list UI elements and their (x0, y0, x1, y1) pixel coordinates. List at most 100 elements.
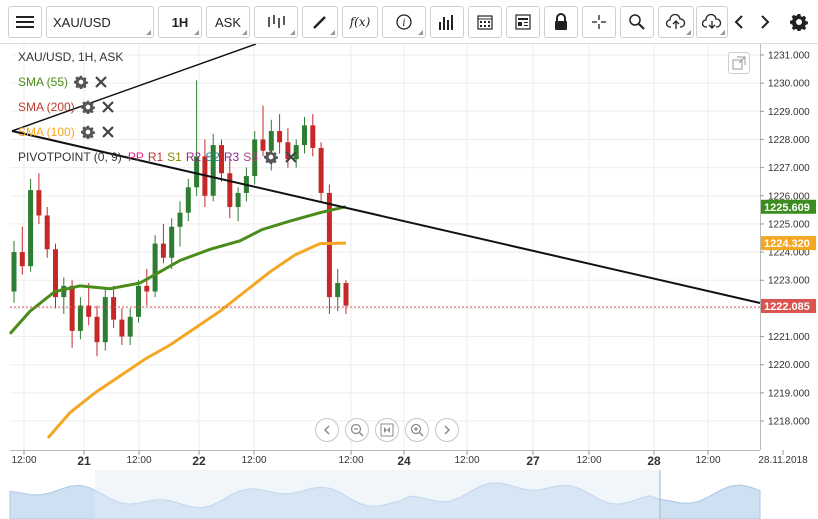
candle (86, 283, 92, 326)
scroll-forward-button[interactable] (435, 418, 459, 442)
price-tag-label: 1225.609 (764, 202, 810, 214)
sma-200-settings-icon[interactable] (80, 100, 95, 114)
download-icon (702, 14, 722, 29)
menu-icon (16, 16, 34, 28)
reset-zoom-button[interactable] (375, 418, 399, 442)
interval-selector[interactable]: 1H (158, 6, 202, 38)
volume-button[interactable] (430, 6, 464, 38)
time-axis: 12:00 21 12:00 22 12:00 12:00 24 12:00 27 12:00 28… (11, 450, 808, 468)
settings-button[interactable] (786, 6, 812, 38)
sma-100-label: SMA (100) (18, 125, 75, 139)
sma-200-close-icon[interactable] (101, 100, 115, 114)
scroll-back-button[interactable] (315, 418, 339, 442)
pivot-levels: PP R1 S1 R2 S2 R3 S3 (128, 150, 258, 164)
draw-tool-button[interactable] (302, 6, 338, 38)
candle (28, 178, 34, 272)
time-tick-label: 28.11.2018 (758, 455, 808, 466)
upload-button[interactable] (658, 6, 694, 38)
price-tag: 1225.609 (761, 199, 816, 214)
candle (210, 133, 216, 202)
trendline[interactable] (11, 130, 761, 304)
candle (77, 297, 83, 340)
legend-sma-200[interactable]: SMA (200) (18, 100, 115, 114)
news-button[interactable] (506, 6, 540, 38)
scroll-right-button[interactable] (754, 6, 776, 38)
upload-icon (666, 14, 686, 29)
time-tick-label: 24 (397, 454, 411, 468)
price-tags: 1225.609 1224.320 1222.085 (761, 199, 816, 313)
lock-button[interactable] (544, 6, 578, 38)
pivot-level-r1: R1 (147, 150, 164, 164)
navigator-window[interactable] (95, 470, 660, 519)
candle (185, 178, 191, 222)
arrow-right-icon (761, 15, 770, 29)
symbol-selector[interactable]: XAU/USD (46, 6, 154, 38)
zoom-search-button[interactable] (620, 6, 654, 38)
svg-text:i: i (402, 18, 405, 29)
zoom-search-icon (629, 14, 645, 30)
time-tick-label: 12:00 (576, 455, 601, 466)
time-tick-label: 27 (526, 454, 540, 468)
indicators-button[interactable]: f(x) (342, 6, 378, 38)
bar-style-icon (268, 15, 285, 28)
candle (44, 207, 50, 258)
pivot-label: PIVOTPOINT (0, 9) (18, 150, 122, 164)
calendar-button[interactable] (468, 6, 502, 38)
time-axis-border (10, 450, 760, 451)
candle (318, 142, 324, 202)
scroll-left-button[interactable] (728, 6, 750, 38)
price-chart[interactable]: 1231.000 1230.000 1229.000 1228.000 1227.000… (0, 44, 818, 519)
candle (169, 218, 175, 269)
sma-200-label: SMA (200) (18, 100, 75, 114)
sma-55-settings-icon[interactable] (74, 75, 88, 89)
price-tick-label: 1220.000 (768, 360, 810, 371)
download-button[interactable] (696, 6, 728, 38)
candle (343, 280, 349, 315)
price-tick-label: 1226.000 (768, 191, 810, 202)
price-tick-label: 1227.000 (768, 163, 810, 174)
time-tick-label: 12:00 (126, 455, 151, 466)
bar-style-button[interactable] (254, 6, 298, 38)
price-tick-label: 1224.000 (768, 248, 810, 259)
info-button[interactable]: i (382, 6, 426, 38)
sma-55-line[interactable] (8, 205, 347, 335)
pivot-close-icon[interactable] (284, 150, 298, 164)
legend-pivot-point[interactable]: PIVOTPOINT (0, 9) PP R1 S1 R2 S2 R3 S3 (18, 150, 298, 164)
pivot-level-s1: S1 (167, 150, 182, 164)
candle (293, 139, 299, 168)
draw-icon (313, 16, 326, 29)
popout-icon (732, 56, 746, 70)
chevron-left-icon (323, 425, 330, 435)
navigator-overview[interactable] (9, 470, 761, 519)
legend-sma-100[interactable]: SMA (100) (18, 125, 115, 139)
zoom-out-icon (350, 423, 364, 437)
zoom-out-button[interactable] (345, 418, 369, 442)
candle (69, 280, 75, 348)
sma-55-close-icon[interactable] (94, 75, 108, 89)
price-type-selector[interactable]: ASK (206, 6, 250, 38)
price-tick-label: 1219.000 (768, 388, 810, 399)
zoom-in-button[interactable] (405, 418, 429, 442)
candle (127, 308, 133, 345)
candle (277, 114, 283, 154)
candle (111, 285, 117, 329)
crosshair-button[interactable] (582, 6, 616, 38)
candle (61, 277, 67, 315)
popout-button[interactable] (728, 52, 750, 74)
symbol-label: XAU/USD (53, 14, 111, 30)
candle (119, 308, 125, 345)
menu-button[interactable] (8, 6, 42, 38)
sma-100-settings-icon[interactable] (80, 125, 95, 139)
price-type-label: ASK (214, 14, 241, 30)
sma-100-line[interactable] (46, 241, 347, 439)
candle (227, 159, 233, 219)
chart-toolbar: XAU/USD 1H ASK f(x) i (0, 0, 818, 44)
trendline-upper[interactable] (11, 44, 257, 132)
gear-icon (790, 14, 808, 31)
legend-sma-55[interactable]: SMA (55) (18, 75, 108, 89)
candle (94, 305, 100, 357)
price-tick-label: 1231.000 (768, 51, 810, 62)
sma-100-close-icon[interactable] (101, 125, 115, 139)
pivot-settings-icon[interactable] (263, 150, 278, 164)
price-tick-label: 1218.000 (768, 417, 810, 428)
